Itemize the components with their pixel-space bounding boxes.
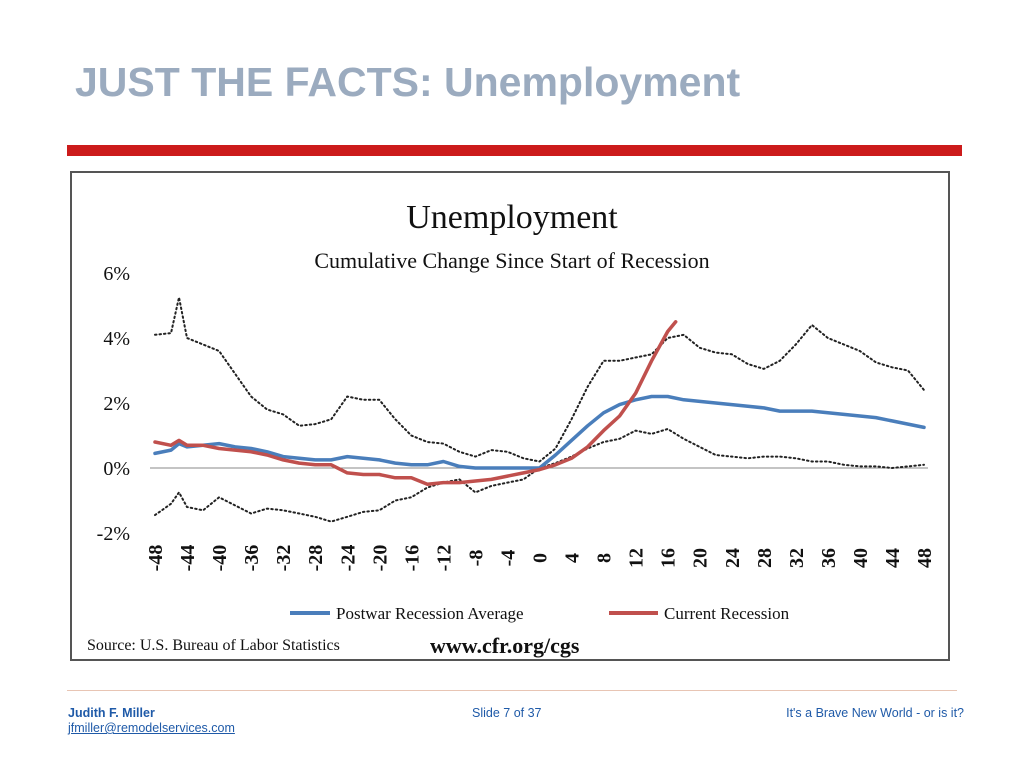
chart-source: Source: U.S. Bureau of Labor Statistics: [87, 637, 340, 654]
x-tick-label: -32: [273, 545, 295, 572]
footer-divider: [67, 690, 957, 691]
x-tick-label: 16: [658, 548, 680, 568]
x-tick-label: -16: [401, 545, 423, 572]
x-tick-label: 12: [626, 548, 648, 568]
x-tick-label: 36: [818, 548, 840, 568]
x-tick-label: -8: [465, 550, 487, 567]
postwar-average-line: [153, 394, 926, 470]
range-band-line: [154, 296, 925, 463]
x-tick-label: -24: [337, 545, 359, 572]
x-tick-label: 40: [850, 548, 872, 568]
legend-label: Postwar Recession Average: [336, 604, 524, 623]
chart-url: www.cfr.org/cgs: [430, 633, 580, 658]
x-tick-label: 44: [882, 548, 904, 568]
x-tick-label: 20: [690, 548, 712, 568]
x-tick-label: 28: [754, 548, 776, 568]
x-tick-label: 24: [722, 548, 744, 568]
x-tick-label: -4: [497, 550, 519, 567]
legend-label: Current Recession: [664, 604, 790, 623]
chart-title: Unemployment: [406, 199, 618, 236]
x-tick-label: -44: [177, 545, 199, 572]
footer-author: Judith F. Miller: [68, 706, 155, 720]
range-band-line: [154, 428, 925, 523]
x-tick-label: 8: [594, 553, 616, 563]
y-tick-label: 6%: [103, 263, 130, 285]
y-tick-label: 0%: [103, 458, 130, 480]
y-tick-label: 4%: [103, 328, 130, 350]
y-tick-label: 2%: [103, 393, 130, 415]
legend: Postwar Recession Average Current Recessi…: [290, 604, 790, 623]
x-tick-label: -12: [433, 545, 455, 572]
x-tick-label: -36: [241, 545, 263, 572]
footer-email-link[interactable]: jfmiller@remodelservices.com: [68, 721, 235, 735]
x-tick-label: 4: [562, 553, 584, 563]
x-tick-label: -48: [145, 545, 167, 572]
y-tick-label: -2%: [97, 523, 130, 545]
x-tick-label: -20: [369, 545, 391, 572]
current-recession-line: [153, 320, 678, 487]
x-axis-labels: -48 -44 -40 -36 -32 -28 -24 -20 -16 -12 -8 -4 0 4 8 12 1…: [145, 545, 936, 572]
series-layer: [153, 296, 926, 523]
y-axis-labels: -2% 0% 2% 4% 6%: [97, 263, 130, 545]
chart-subtitle: Cumulative Change Since Start of Recessi…: [314, 248, 709, 273]
title-accent-bar: [67, 145, 962, 156]
slide-title: JUST THE FACTS: Unemployment: [75, 59, 741, 105]
footer-slide-number: Slide 7 of 37: [472, 706, 542, 720]
x-tick-label: -40: [209, 545, 231, 572]
x-tick-label: 32: [786, 548, 808, 568]
chart-frame: Unemployment Cumulative Change Since Sta…: [70, 171, 950, 661]
x-tick-label: -28: [305, 545, 327, 572]
x-tick-label: 0: [530, 553, 552, 563]
footer-tagline: It's a Brave New World - or is it?: [786, 706, 964, 720]
unemployment-chart: Unemployment Cumulative Change Since Sta…: [87, 199, 936, 658]
x-tick-label: 48: [914, 548, 936, 568]
